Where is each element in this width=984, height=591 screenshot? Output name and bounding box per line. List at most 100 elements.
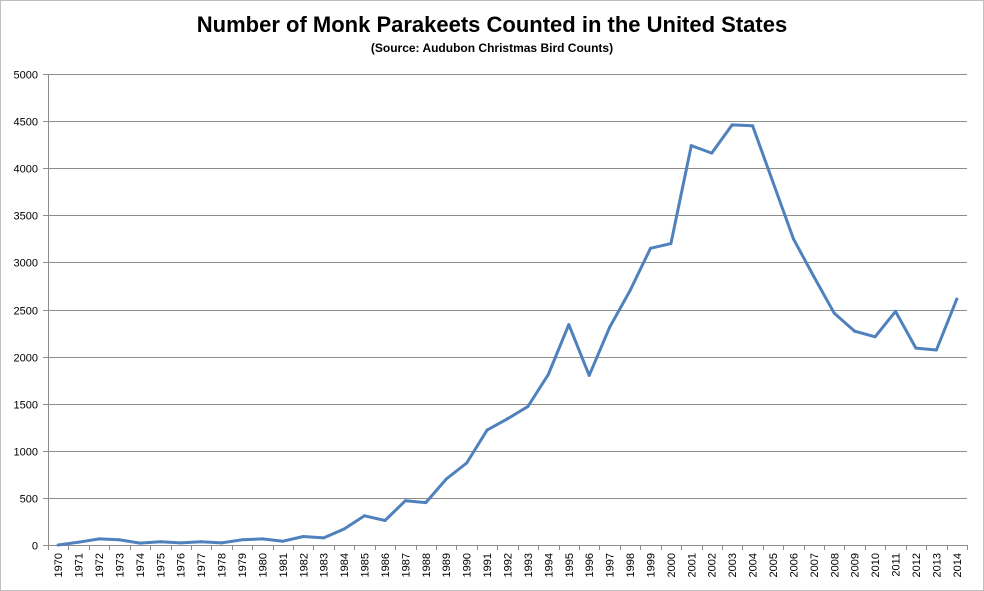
x-tick-label: 1973 bbox=[114, 553, 126, 577]
data-point bbox=[669, 242, 673, 246]
data-point bbox=[567, 323, 571, 327]
data-point bbox=[240, 538, 244, 542]
data-point bbox=[118, 538, 121, 542]
x-tick-label: 1978 bbox=[217, 553, 229, 577]
x-tick-label: 1977 bbox=[196, 553, 208, 577]
data-point bbox=[608, 325, 612, 329]
x-tick-label: 1985 bbox=[360, 553, 372, 577]
x-tick-label: 1990 bbox=[462, 553, 474, 577]
data-point bbox=[894, 309, 897, 313]
data-point bbox=[444, 477, 448, 481]
x-tick-label: 1995 bbox=[564, 553, 576, 577]
chart-title: Number of Monk Parakeets Counted in the … bbox=[196, 12, 788, 37]
y-tick-label: 1000 bbox=[14, 447, 38, 459]
x-axis-ticks: 1970 1971 1972 1973 1974 1975 1976 1977 1978 1979… bbox=[48, 545, 968, 577]
x-tick-label: 1998 bbox=[625, 553, 637, 577]
x-tick-label: 1989 bbox=[441, 553, 453, 577]
x-tick-label: 1996 bbox=[584, 553, 596, 577]
data-point bbox=[383, 519, 387, 522]
x-tick-label: 1983 bbox=[319, 553, 331, 577]
y-tick-label: 3000 bbox=[14, 258, 38, 270]
x-tick-label: 1981 bbox=[278, 553, 290, 577]
x-tick-label: 1986 bbox=[380, 553, 392, 577]
x-tick-label: 1991 bbox=[482, 553, 494, 577]
data-point bbox=[649, 246, 652, 250]
x-tick-label: 1975 bbox=[155, 553, 167, 577]
data-point bbox=[751, 124, 755, 128]
data-point bbox=[689, 144, 693, 148]
x-tick-label: 1994 bbox=[543, 553, 555, 577]
y-tick-label: 2000 bbox=[14, 353, 38, 365]
x-tick-label: 2008 bbox=[829, 553, 841, 577]
x-tick-label: 1992 bbox=[503, 553, 515, 577]
data-point bbox=[158, 540, 162, 544]
data-point bbox=[587, 373, 591, 377]
x-tick-label: 2010 bbox=[870, 553, 882, 577]
data-point bbox=[812, 275, 816, 278]
x-tick-label: 2012 bbox=[911, 553, 923, 577]
data-point bbox=[138, 541, 142, 545]
x-tick-label: 2002 bbox=[707, 553, 719, 577]
y-tick-label: 5000 bbox=[14, 70, 38, 82]
data-point bbox=[77, 540, 81, 544]
y-tick-label: 4500 bbox=[14, 117, 38, 129]
x-tick-label: 1987 bbox=[400, 553, 412, 577]
data-point bbox=[465, 461, 469, 465]
data-point bbox=[97, 537, 101, 541]
data-point bbox=[179, 541, 183, 545]
y-tick-label: 0 bbox=[32, 541, 38, 553]
x-tick-label: 1993 bbox=[523, 553, 535, 577]
x-tick-label: 1979 bbox=[237, 553, 249, 577]
x-tick-label: 2011 bbox=[891, 553, 903, 577]
data-point bbox=[281, 539, 285, 543]
data-point bbox=[791, 237, 795, 241]
data-point bbox=[220, 541, 224, 545]
data-point bbox=[730, 123, 734, 127]
x-tick-label: 1988 bbox=[421, 553, 433, 577]
x-tick-label: 1970 bbox=[53, 553, 65, 577]
data-point bbox=[832, 311, 836, 315]
data-point bbox=[424, 501, 428, 505]
x-tick-label: 2013 bbox=[931, 553, 943, 577]
data-point bbox=[260, 537, 264, 541]
data-point bbox=[873, 335, 877, 339]
x-tick-label: 2009 bbox=[850, 553, 862, 577]
data-point bbox=[199, 540, 203, 544]
data-point bbox=[526, 405, 530, 408]
x-tick-label: 1999 bbox=[645, 553, 657, 577]
x-tick-label: 2001 bbox=[686, 553, 698, 577]
data-point bbox=[485, 428, 489, 432]
x-tick-label: 1972 bbox=[94, 553, 106, 577]
data-point bbox=[322, 536, 326, 540]
y-tick-label: 4000 bbox=[14, 164, 38, 176]
data-point bbox=[403, 499, 407, 503]
y-tick-label: 500 bbox=[20, 494, 38, 506]
x-tick-label: 2006 bbox=[788, 553, 800, 577]
data-point bbox=[301, 535, 305, 538]
data-point bbox=[363, 514, 366, 518]
data-point bbox=[342, 527, 346, 531]
data-point bbox=[914, 346, 918, 350]
series-group bbox=[56, 123, 959, 547]
data-point bbox=[628, 289, 632, 293]
data-point bbox=[546, 373, 550, 376]
x-axis bbox=[48, 74, 967, 546]
x-tick-label: 1980 bbox=[257, 553, 269, 577]
x-tick-label: 1976 bbox=[176, 553, 188, 577]
series-line bbox=[56, 123, 959, 547]
data-point bbox=[955, 297, 959, 301]
x-tick-label: 2014 bbox=[952, 553, 964, 577]
x-tick-label: 2007 bbox=[809, 553, 821, 577]
data-point bbox=[771, 180, 775, 184]
x-tick-label: 2000 bbox=[666, 553, 678, 577]
x-tick-label: 1971 bbox=[74, 553, 86, 577]
y-tick-label: 1500 bbox=[14, 400, 38, 412]
x-tick-label: 2005 bbox=[768, 553, 780, 577]
data-point bbox=[710, 151, 714, 155]
gridlines bbox=[43, 74, 967, 546]
y-tick-label: 3500 bbox=[14, 211, 38, 223]
data-point bbox=[934, 348, 938, 352]
x-tick-label: 1997 bbox=[605, 553, 617, 577]
